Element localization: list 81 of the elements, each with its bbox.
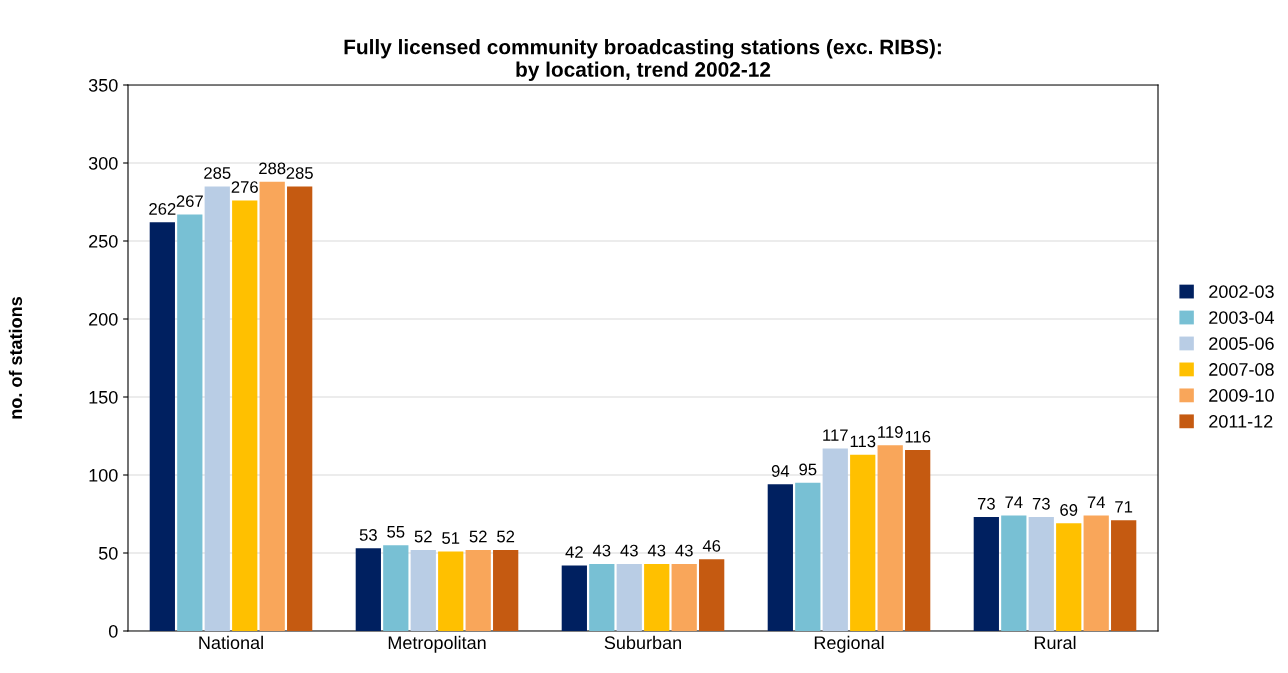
bar (699, 559, 725, 631)
data-label: 116 (905, 430, 931, 443)
bar (383, 545, 409, 631)
bar (493, 549, 519, 631)
data-label: 285 (204, 167, 231, 179)
bar (410, 549, 436, 631)
data-label: 94 (771, 465, 790, 477)
legend-label: 2003-04 (1209, 311, 1275, 324)
bar (438, 551, 464, 631)
x-tick-label: Suburban (604, 635, 681, 650)
legend-label: 2009-10 (1209, 389, 1274, 402)
bar (795, 482, 821, 631)
y-tick-label: 250 (89, 234, 118, 248)
data-label: 73 (977, 497, 995, 510)
bar (644, 563, 670, 631)
data-label: 74 (1005, 496, 1023, 508)
bar (232, 200, 258, 631)
x-tick-label: Metropolitan (388, 635, 486, 653)
bar (1111, 520, 1137, 631)
data-label: 42 (565, 546, 583, 558)
legend-label: 2005-06 (1209, 337, 1274, 350)
bar (973, 517, 999, 631)
data-label: 117 (823, 429, 848, 441)
bar (850, 454, 876, 631)
y-tick-label: 150 (89, 390, 118, 404)
data-label: 46 (702, 539, 721, 552)
data-label: 74 (1087, 496, 1105, 508)
bar (465, 549, 491, 631)
bar (1001, 515, 1027, 631)
bar (355, 548, 381, 631)
x-tick-label: National (199, 635, 263, 650)
bar (767, 484, 793, 631)
y-tick-label: 0 (108, 624, 118, 638)
bar (589, 563, 615, 631)
data-label: 69 (1060, 504, 1078, 516)
data-label: 43 (647, 544, 666, 557)
data-label: 288 (259, 162, 286, 175)
data-label: 53 (359, 529, 377, 541)
bar (204, 186, 230, 631)
legend-label: 2007-08 (1209, 363, 1274, 376)
data-label: 95 (799, 463, 817, 476)
y-tick-label: 350 (88, 78, 118, 92)
bar (822, 448, 848, 631)
x-tick-label: Rural (1034, 635, 1076, 650)
data-label: 285 (286, 167, 313, 179)
bar (561, 565, 587, 631)
y-axis-title: no. of stations (8, 297, 23, 419)
bar (905, 450, 931, 631)
data-label: 71 (1115, 501, 1133, 513)
legend-label: 2011-12 (1209, 415, 1273, 428)
data-label: 43 (620, 544, 638, 557)
bar (259, 181, 285, 631)
bar (1083, 515, 1109, 631)
data-label: 52 (497, 530, 515, 543)
data-label: 119 (878, 426, 903, 438)
y-tick-label: 100 (89, 468, 118, 482)
y-tick-label: 300 (88, 156, 118, 170)
data-label: 73 (1032, 497, 1050, 510)
bar (177, 214, 203, 631)
data-label: 267 (176, 195, 203, 208)
data-label: 43 (592, 544, 611, 557)
data-label: 55 (387, 526, 405, 538)
bar (1028, 517, 1054, 631)
bar (671, 563, 697, 631)
bar (149, 222, 175, 631)
data-label: 113 (850, 435, 876, 448)
bar (1056, 523, 1082, 631)
bar (616, 563, 642, 631)
chart-title: Fully licensed community broadcasting stations (exc. RIBS): by location, trend 2002-12 (344, 39, 941, 81)
data-label: 52 (469, 530, 487, 543)
y-tick-label: 50 (98, 546, 118, 560)
x-tick-label: Regional (814, 635, 884, 653)
data-label: 276 (231, 181, 258, 193)
data-label: 262 (149, 203, 176, 215)
y-tick-label: 200 (89, 312, 118, 326)
bar (287, 186, 313, 631)
data-label: 51 (442, 532, 460, 544)
legend-label: 2002-03 (1209, 285, 1274, 299)
data-label: 52 (414, 530, 432, 543)
bar (877, 445, 903, 631)
data-label: 43 (675, 544, 693, 557)
